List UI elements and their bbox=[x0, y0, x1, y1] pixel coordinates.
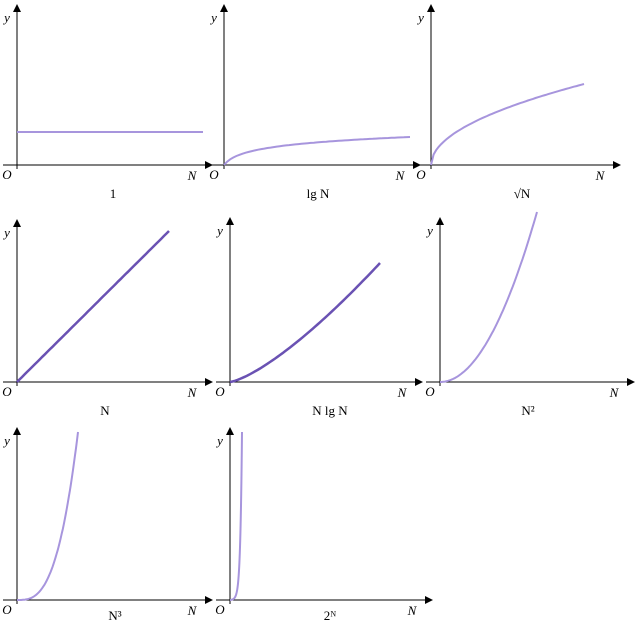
x-label: N bbox=[395, 168, 406, 183]
curve bbox=[229, 431, 243, 601]
curve bbox=[16, 230, 170, 383]
y-label: y bbox=[215, 223, 223, 238]
curve bbox=[229, 262, 381, 384]
y-label: y bbox=[2, 10, 10, 25]
x-label: N bbox=[397, 385, 408, 400]
y-label: y bbox=[215, 433, 223, 448]
curve bbox=[430, 83, 585, 166]
origin-label: O bbox=[215, 384, 225, 399]
origin-label: O bbox=[2, 602, 12, 617]
curve bbox=[440, 211, 538, 383]
y-label: y bbox=[425, 223, 433, 238]
origin-label: O bbox=[425, 384, 435, 399]
caption: N bbox=[100, 403, 110, 418]
x-label: N bbox=[407, 603, 418, 618]
caption: 2ᴺ bbox=[324, 608, 337, 623]
origin-label: O bbox=[2, 167, 12, 182]
y-label: y bbox=[2, 225, 10, 240]
y-label: y bbox=[209, 10, 217, 25]
y-label: y bbox=[416, 10, 424, 25]
y-label: y bbox=[2, 433, 10, 448]
x-label: N bbox=[187, 168, 198, 183]
caption: N³ bbox=[108, 608, 121, 623]
origin-label: O bbox=[416, 167, 426, 182]
caption: N lg N bbox=[312, 403, 348, 418]
curve bbox=[223, 136, 411, 166]
origin-label: O bbox=[2, 384, 12, 399]
x-label: N bbox=[187, 603, 198, 618]
curve bbox=[17, 431, 79, 601]
x-label: N bbox=[187, 385, 198, 400]
caption: lg N bbox=[307, 186, 330, 201]
x-label: N bbox=[609, 385, 620, 400]
caption: √N bbox=[514, 186, 531, 201]
caption: N² bbox=[521, 403, 534, 418]
origin-label: O bbox=[209, 167, 219, 182]
x-label: N bbox=[595, 168, 606, 183]
origin-label: O bbox=[215, 602, 225, 617]
caption: 1 bbox=[110, 186, 117, 201]
